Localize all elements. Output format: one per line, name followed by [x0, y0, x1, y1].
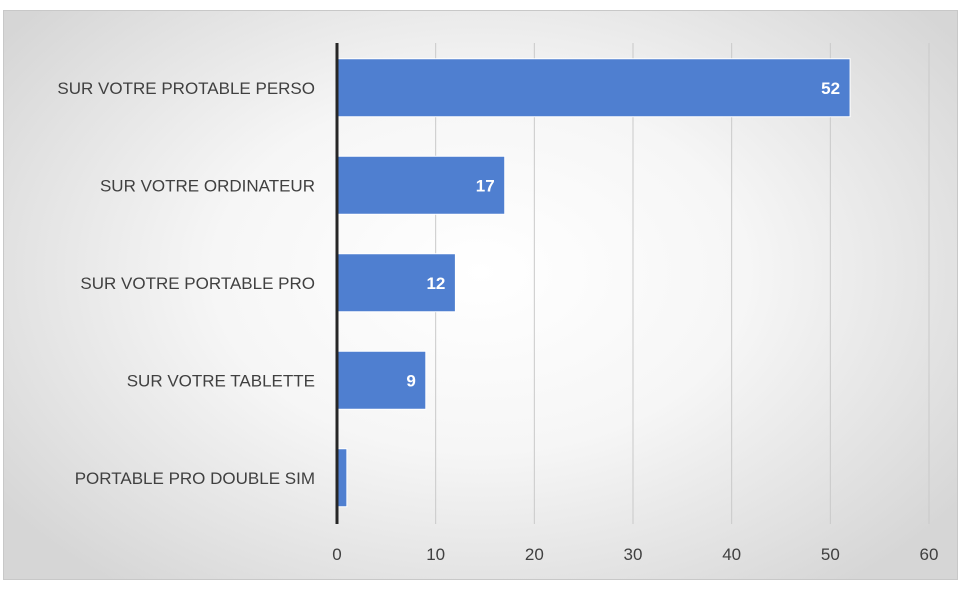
data-labels: 52 17 12 9	[406, 79, 840, 391]
category-labels: SUR VOTRE PROTABLE PERSO SUR VOTRE ORDINA…	[57, 79, 315, 488]
category-label-1: SUR VOTRE PROTABLE PERSO	[57, 79, 315, 98]
data-label-1: 52	[821, 79, 840, 98]
chart-area: 52 17 12 9 SUR VOTRE PROTABLE PERSO SUR VOTR…	[3, 10, 958, 580]
x-tick-label-10: 10	[426, 545, 445, 564]
category-label-5: PORTABLE PRO DOUBLE SIM	[75, 469, 315, 488]
x-tick-label-0: 0	[332, 545, 341, 564]
bar-1	[336, 58, 851, 118]
x-axis-tick-labels: 0 10 20 30 40 50 60	[332, 545, 938, 564]
category-label-4: SUR VOTRE TABLETTE	[127, 371, 315, 390]
x-tick-label-20: 20	[525, 545, 544, 564]
data-label-4: 9	[406, 371, 415, 390]
bars	[336, 58, 851, 508]
data-label-2: 17	[476, 176, 495, 195]
data-label-3: 12	[426, 274, 445, 293]
bar-4	[336, 350, 427, 410]
x-tick-label-30: 30	[624, 545, 643, 564]
gridlines	[435, 43, 930, 524]
x-tick-label-50: 50	[821, 545, 840, 564]
x-tick-label-60: 60	[920, 545, 939, 564]
x-tick-label-40: 40	[722, 545, 741, 564]
bar-2	[336, 155, 506, 215]
category-label-3: SUR VOTRE PORTABLE PRO	[80, 274, 315, 293]
category-label-2: SUR VOTRE ORDINATEUR	[100, 176, 315, 195]
